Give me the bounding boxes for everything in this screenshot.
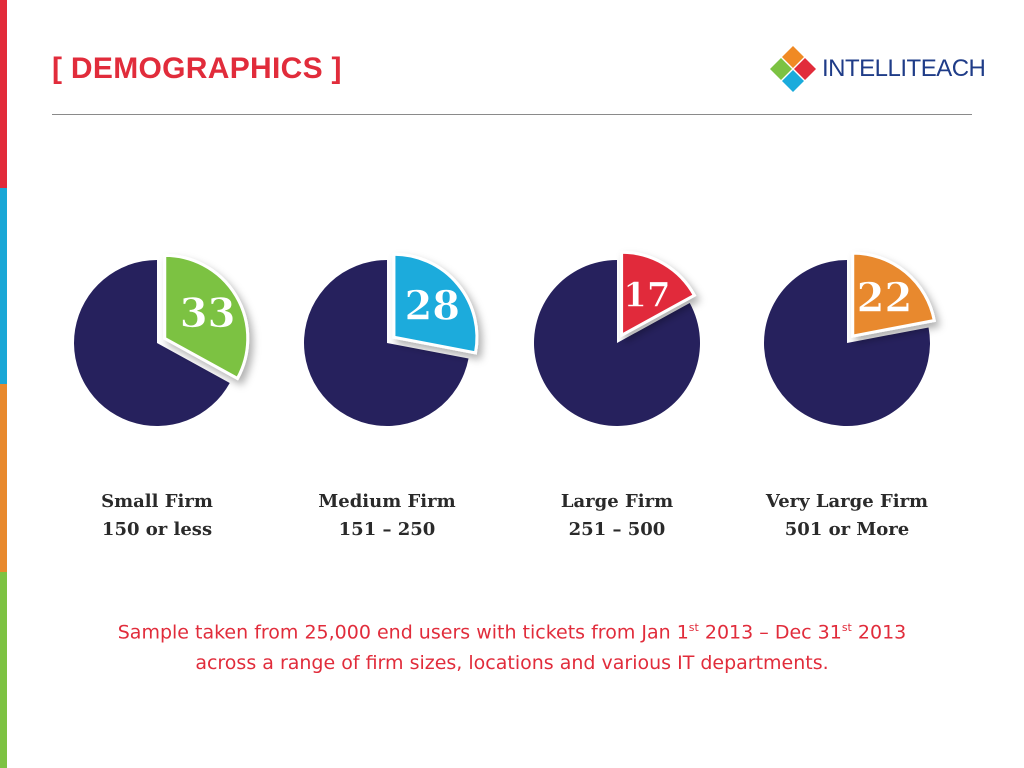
caption-sup-1: st [688, 621, 699, 634]
pie-base-slice [533, 260, 700, 426]
caption-sup-2: st [841, 621, 852, 634]
logo-text: INTELLITEACH [822, 55, 986, 82]
caption-text-4: across a range of firm sizes, locations … [195, 652, 829, 675]
green-stripe [0, 572, 7, 768]
pie-base-slice [764, 260, 930, 426]
firm-size-label: Small Firm 150 or less [42, 488, 272, 544]
firm-name: Large Firm [560, 491, 674, 512]
red-stripe [0, 0, 7, 188]
pie-highlight-slice [620, 250, 697, 338]
logo: INTELLITEACH [768, 44, 986, 94]
pie-highlight-slice [392, 252, 479, 355]
caption-text-2: 2013 – Dec 31 [698, 621, 842, 644]
pie-charts: 33 28 17 22 [73, 250, 937, 426]
page-title: [ DEMOGRAPHICS ] [52, 52, 342, 85]
firm-range: 501 or More [784, 519, 910, 540]
firm-name: Small Firm [101, 491, 213, 512]
firm-size-label: Large Firm 251 – 500 [502, 488, 732, 544]
header-divider [52, 114, 972, 115]
pie-value-label: 22 [857, 275, 913, 322]
pie-highlight-slice [851, 251, 937, 338]
pie-highlight-slice [163, 253, 250, 381]
firm-name: Medium Firm [318, 491, 456, 512]
pie-value-label: 17 [623, 275, 670, 315]
orange-stripe [0, 384, 7, 572]
firm-name: Very Large Firm [765, 491, 929, 512]
firm-range: 251 – 500 [568, 519, 666, 540]
firm-range: 150 or less [101, 519, 213, 540]
caption: Sample taken from 25,000 end users with … [60, 612, 964, 679]
pie-base-slice [73, 260, 230, 426]
pie-base-slice [304, 260, 469, 426]
diamond-logo-icon [770, 46, 816, 92]
firm-range: 151 – 250 [338, 519, 436, 540]
caption-text-1: Sample taken from 25,000 end users with … [117, 621, 689, 644]
pie-value-label: 33 [180, 290, 236, 337]
caption-text-3: 2013 [851, 621, 907, 644]
blue-stripe [0, 188, 7, 384]
pie-value-label: 28 [404, 283, 460, 330]
firm-size-label: Medium Firm 151 – 250 [272, 488, 502, 544]
firm-size-label: Very Large Firm 501 or More [732, 488, 962, 544]
